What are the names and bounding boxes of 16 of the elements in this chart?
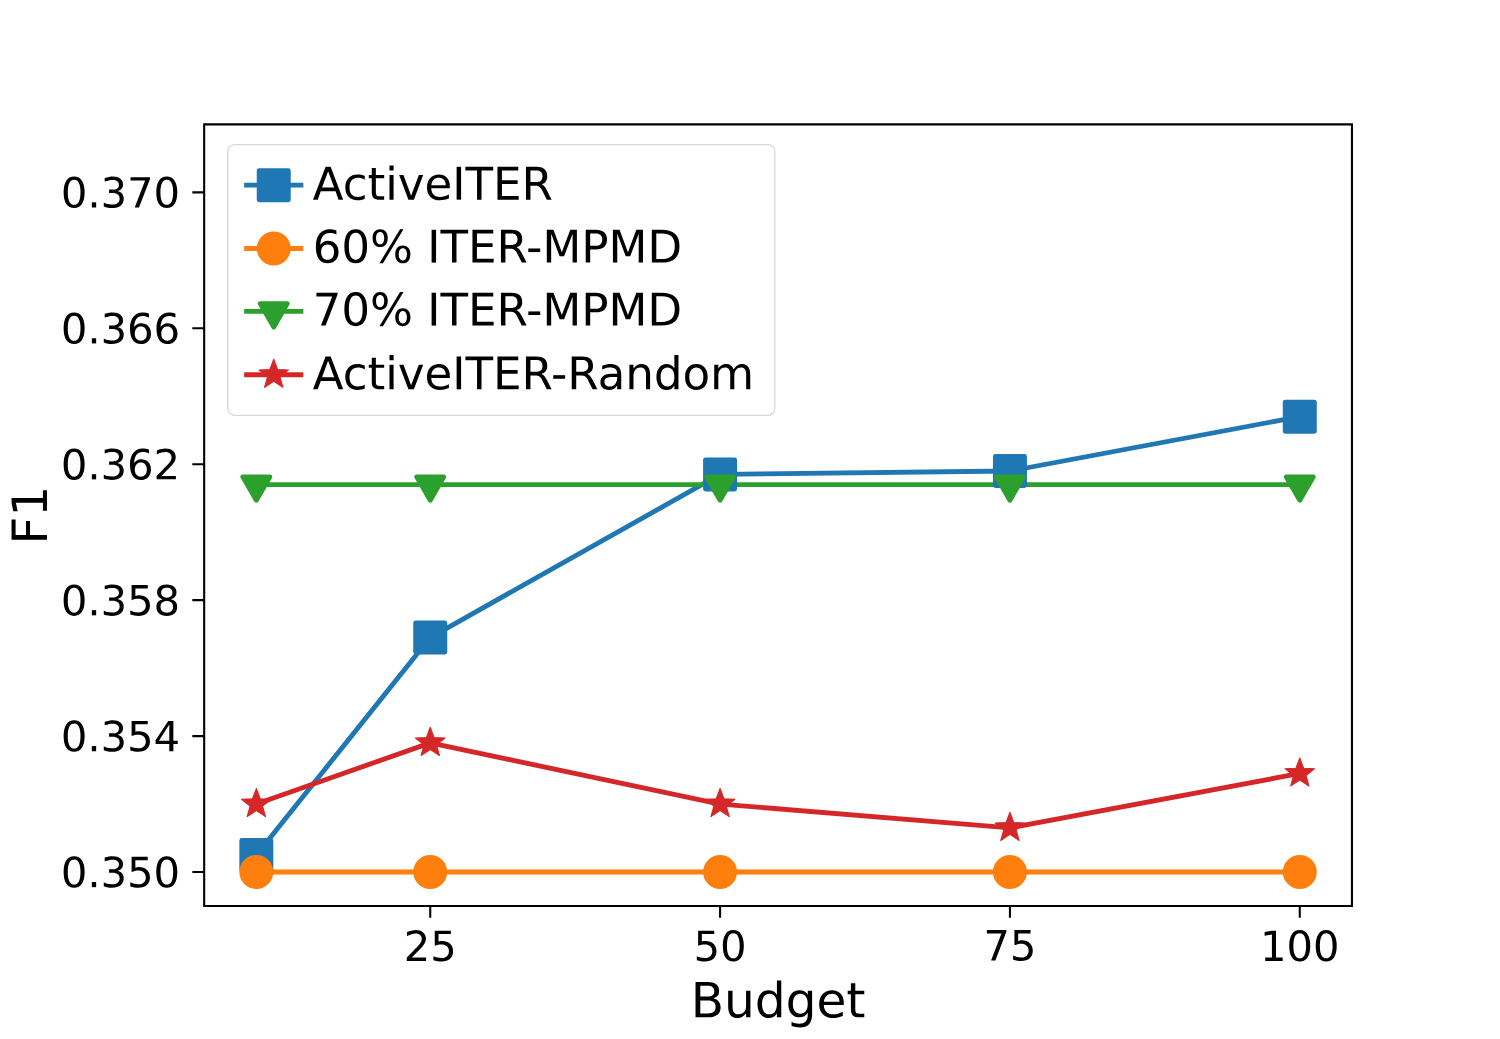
x-tick-label: 25 — [406, 930, 454, 962]
y-tick-label: 0.370 — [63, 176, 178, 209]
x-tick-label: 50 — [696, 930, 744, 962]
y-tick-label: 0.354 — [63, 720, 178, 752]
y-tick-label: 0.362 — [63, 448, 176, 480]
y-tick-label: 0.358 — [63, 584, 178, 616]
y-tick-label: 0.366 — [63, 312, 178, 345]
x-tick-label: 75 — [986, 930, 1033, 962]
y-axis-title: F1 — [11, 490, 47, 540]
legend-label: ActiveITER — [313, 165, 552, 201]
y-tick-label: 0.350 — [63, 856, 178, 888]
legend-label: 70% ITER-MPMD — [316, 292, 680, 327]
legend-label: 60% ITER-MPMD — [315, 229, 680, 264]
x-axis-title: Budget — [695, 980, 865, 1028]
x-tick-label: 100 — [1264, 930, 1337, 962]
legend-label: ActiveITER-Random — [313, 355, 751, 390]
